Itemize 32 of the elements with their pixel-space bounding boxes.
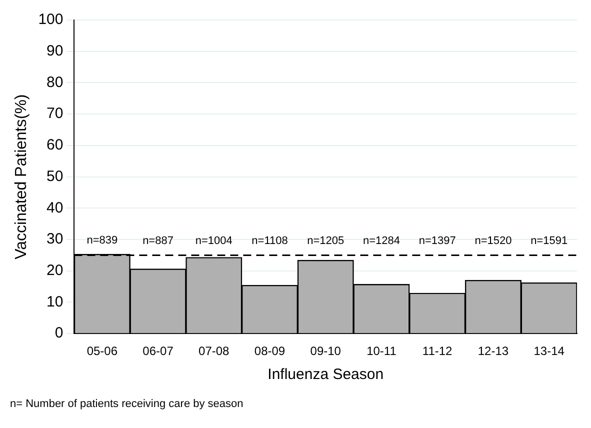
y-tick-label: 70 — [46, 105, 64, 122]
y-tick-label: 50 — [46, 168, 64, 185]
x-axis-title: Influenza Season — [268, 366, 384, 384]
annotation: n=1004 — [195, 235, 232, 248]
x-tick-label: 12-13 — [478, 344, 509, 358]
y-tick-label: 40 — [46, 199, 64, 216]
annotation: n=1284 — [362, 235, 400, 248]
x-tick-label: 11-12 — [422, 344, 453, 358]
y-axis-title: Vaccinated Patients(%) — [13, 94, 30, 260]
annotation: n=1205 — [307, 235, 344, 248]
y-tick-label: 60 — [46, 136, 64, 154]
text: n= Number of patients receiving care by season — [10, 398, 244, 410]
x-tick-label: 08-09 — [254, 344, 286, 358]
y-tick-label: 30 — [46, 230, 64, 248]
annotation: n=1397 — [418, 235, 456, 248]
annotation: n=1520 — [474, 235, 512, 248]
x-tick-label: 06-07 — [142, 344, 174, 358]
annotation: n=1591 — [530, 235, 568, 248]
y-tick-label: 0 — [54, 324, 64, 342]
y-tick-label: 10 — [46, 293, 64, 310]
x-tick-label: 10-11 — [366, 344, 397, 358]
y-tick-label: 20 — [46, 262, 64, 280]
x-tick-label: 07-08 — [198, 344, 230, 358]
annotation: n=839 — [86, 234, 118, 246]
y-tick-label: 90 — [46, 42, 64, 60]
x-tick-label: 09-10 — [310, 344, 342, 358]
y-tick-label: 80 — [46, 74, 64, 91]
annotation: n=887 — [142, 235, 174, 248]
y-tick-label: 100 — [38, 11, 64, 28]
x-tick-label: 13-14 — [534, 344, 565, 358]
x-tick-label: 05-06 — [86, 344, 118, 358]
annotation: n=1108 — [252, 235, 288, 248]
